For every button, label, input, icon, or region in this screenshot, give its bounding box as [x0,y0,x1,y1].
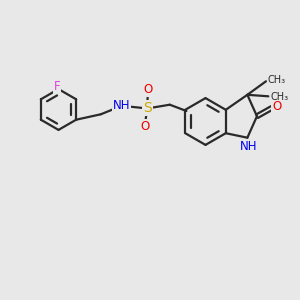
Text: CH₃: CH₃ [270,92,288,102]
Text: O: O [140,120,149,133]
Text: S: S [143,101,152,115]
Text: F: F [54,80,60,93]
Text: O: O [143,83,152,96]
Text: NH: NH [240,140,258,153]
Text: NH: NH [113,99,130,112]
Text: CH₃: CH₃ [268,75,286,85]
Text: O: O [272,100,281,113]
